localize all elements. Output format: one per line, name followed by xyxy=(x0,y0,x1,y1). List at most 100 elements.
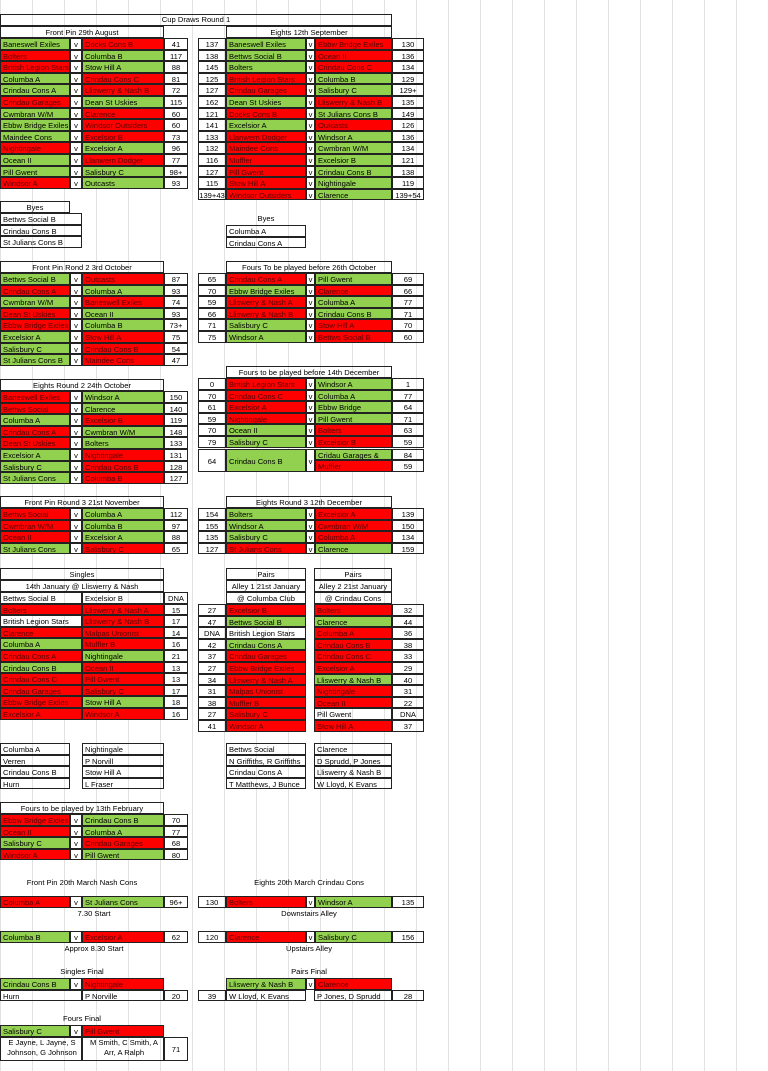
versus[interactable]: v xyxy=(70,978,82,990)
pair-team[interactable]: Stow Hill A xyxy=(314,720,392,732)
score-away[interactable]: 66 xyxy=(392,284,424,297)
pair-team[interactable]: Pill Gwent xyxy=(314,708,392,720)
team-away[interactable]: Clarence xyxy=(315,978,392,990)
score[interactable]: 37 xyxy=(198,650,226,662)
team-home[interactable]: Clarence xyxy=(226,931,306,943)
score-home[interactable]: 125 xyxy=(198,72,226,85)
score-away[interactable]: 126 xyxy=(392,119,424,131)
score-home[interactable]: 155 xyxy=(198,519,226,532)
score[interactable]: 54 xyxy=(164,342,188,355)
team-away[interactable]: Excelsior A xyxy=(82,931,164,943)
versus[interactable]: v xyxy=(70,531,82,543)
team-home[interactable]: St Julians Cons xyxy=(0,542,70,555)
pair-team[interactable]: Bolters xyxy=(314,604,392,616)
result-name[interactable]: Stow Hill A xyxy=(82,766,164,778)
team-away[interactable]: Crindau Cons C xyxy=(82,72,164,85)
player-team[interactable]: Muffler B xyxy=(82,638,164,650)
score-home[interactable]: 135 xyxy=(198,531,226,543)
versus[interactable]: v xyxy=(70,307,82,320)
score-home[interactable]: 70 xyxy=(198,284,226,297)
versus[interactable]: v xyxy=(306,378,315,390)
score-away[interactable]: 70 xyxy=(392,319,424,331)
team-home[interactable]: Ebbw Bridge Exiles xyxy=(0,814,70,826)
versus[interactable]: v xyxy=(306,424,315,436)
player-team[interactable]: Lliswerry & Nash A xyxy=(82,603,164,616)
versus[interactable]: v xyxy=(70,177,82,189)
score[interactable]: 47 xyxy=(198,615,226,628)
result-name[interactable]: Crindau Cons B xyxy=(0,766,70,778)
team-away[interactable]: Crindau Garages xyxy=(82,837,164,849)
versus[interactable]: v xyxy=(70,460,82,473)
team-home[interactable]: Crindau Garages xyxy=(226,84,306,96)
versus[interactable]: v xyxy=(306,61,315,73)
pair-team[interactable]: Crindau Garages xyxy=(226,650,306,662)
score[interactable]: 74 xyxy=(164,296,188,308)
team-home[interactable]: Salisbury C xyxy=(226,531,306,543)
score-home[interactable]: 141 xyxy=(198,119,226,131)
team-away[interactable]: Bolters xyxy=(315,424,392,436)
team-away[interactable]: Pill Gwent xyxy=(82,848,164,861)
score[interactable]: 96 xyxy=(164,142,188,154)
team-away[interactable]: Columba A xyxy=(82,284,164,297)
score[interactable]: 62 xyxy=(164,931,188,943)
versus[interactable]: v xyxy=(306,130,315,143)
versus[interactable]: v xyxy=(306,142,315,154)
versus[interactable]: v xyxy=(306,412,315,425)
team-away[interactable]: Pill Gwent xyxy=(315,273,392,285)
versus[interactable]: v xyxy=(306,448,315,472)
versus[interactable]: v xyxy=(70,391,82,403)
team-away[interactable]: Outcasts xyxy=(82,273,164,285)
score[interactable]: 70 xyxy=(164,814,188,826)
result-name[interactable]: Clarence xyxy=(314,743,392,755)
versus[interactable]: v xyxy=(306,542,315,555)
score-home[interactable]: 65 xyxy=(198,273,226,285)
team-away[interactable]: Excelsior B xyxy=(315,154,392,166)
score[interactable]: 21 xyxy=(164,650,188,662)
team-home[interactable]: Lliswerry & Nash B xyxy=(226,307,306,320)
versus[interactable]: v xyxy=(70,165,82,178)
team-away[interactable]: Ocean II xyxy=(82,307,164,320)
pair-team[interactable]: Lliswerry & Nash B xyxy=(314,673,392,686)
team-away[interactable]: Baneswell Exiles xyxy=(82,296,164,308)
pair-team[interactable]: Clarence xyxy=(314,615,392,628)
score-home[interactable]: 71 xyxy=(198,319,226,331)
team-away[interactable]: Pill Gwent xyxy=(315,412,392,425)
score[interactable]: 28 xyxy=(392,989,424,1002)
score[interactable]: 93 xyxy=(164,284,188,297)
versus[interactable]: v xyxy=(70,508,82,520)
team-home[interactable]: Ocean II xyxy=(0,154,70,166)
score-home[interactable]: 138 xyxy=(198,49,226,62)
score[interactable]: 13 xyxy=(164,673,188,685)
versus[interactable]: v xyxy=(306,978,315,990)
score[interactable]: 29 xyxy=(392,662,424,674)
team-away[interactable]: Cwmbran W/M xyxy=(315,519,392,532)
score-home[interactable]: 64 xyxy=(198,448,226,472)
team-home[interactable]: Ocean II xyxy=(226,424,306,436)
versus[interactable]: v xyxy=(306,296,315,308)
team-home[interactable]: Pill Gwent xyxy=(226,165,306,178)
team-away[interactable]: Nightingale xyxy=(82,449,164,461)
team-away[interactable]: Excelsior B xyxy=(315,436,392,448)
score[interactable]: 73 xyxy=(164,130,188,143)
team-home[interactable]: Cwmbran W/M xyxy=(0,296,70,308)
team-away[interactable]: Pill Gwent xyxy=(82,1025,164,1037)
team-away[interactable]: Excelsior B xyxy=(82,414,164,426)
score-home[interactable]: 59 xyxy=(198,296,226,308)
team-away[interactable]: Outcasts xyxy=(315,119,392,131)
team-home[interactable]: Ebbw Bridge Exiles xyxy=(0,119,70,131)
team-home[interactable]: Ocean II xyxy=(0,825,70,838)
score-away[interactable]: 71 xyxy=(392,307,424,320)
versus[interactable]: v xyxy=(306,401,315,413)
pair-team[interactable]: Windsor A xyxy=(226,720,306,732)
team-home[interactable]: Windsor A xyxy=(0,848,70,861)
team-away[interactable]: Ebbw Bridge Exiles xyxy=(315,38,392,50)
team-away[interactable]: Columba A xyxy=(315,531,392,543)
team-home[interactable]: Docks Cons B xyxy=(226,107,306,120)
team-away[interactable]: Docks Cons B xyxy=(82,38,164,50)
score[interactable]: 60 xyxy=(164,119,188,131)
score-home[interactable]: 115 xyxy=(198,177,226,189)
result-name[interactable]: T Matthews, J Bunce xyxy=(226,777,306,790)
score-away[interactable]: 134 xyxy=(392,531,424,543)
versus[interactable]: v xyxy=(70,896,82,908)
versus[interactable]: v xyxy=(70,342,82,355)
